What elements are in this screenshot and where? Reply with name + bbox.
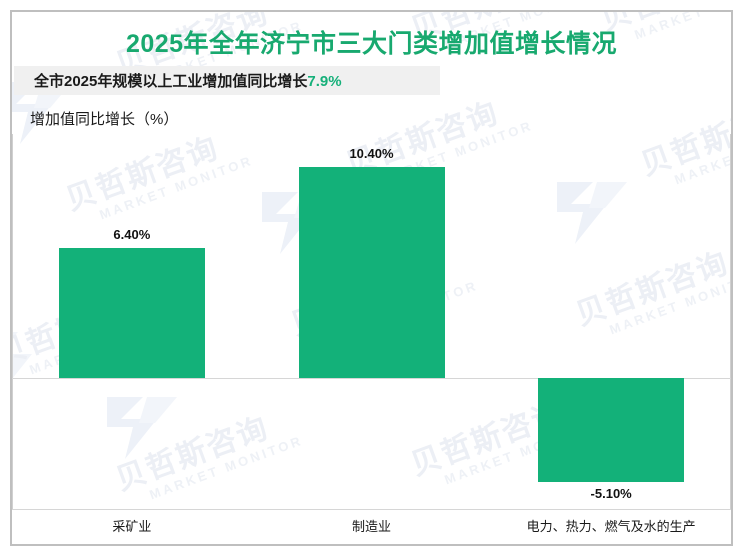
chart-title: 2025年全年济宁市三大门类增加值增长情况 [125,30,618,58]
subtitle-band [14,66,440,95]
bar-utilities[interactable] [538,377,685,482]
chart-border-frame [10,10,733,546]
bar-value-label: -5.10% [590,485,632,501]
axis-right-line [730,134,731,510]
category-label-utilities: 电力、热力、燃气及水的生产 [526,519,696,534]
axis-left-line [12,134,13,510]
bar-value-label: 10.40% [349,145,394,161]
zero-baseline [12,377,731,379]
bar-value-label: 6.40% [113,226,151,242]
subtitle-highlight-value: 7.9% [307,73,342,90]
axis-bottom-line [12,509,731,510]
y-axis-unit-label: 增加值同比增长（%） [30,111,179,128]
plot-area: 6.40% 10.40% -5.10% [12,134,731,510]
subtitle-prefix: 全市2025年规模以上工业增加值同比增长 [34,73,308,90]
bar-manufacturing[interactable] [298,166,445,378]
category-label-mining: 采矿业 [112,519,152,534]
bar-mining[interactable] [58,247,205,378]
chart-subtitle: 全市2025年规模以上工业增加值同比增长7.9% [34,70,342,91]
category-axis: 采矿业 制造业 电力、热力、燃气及水的生产 [12,512,731,544]
category-label-manufacturing: 制造业 [351,519,391,534]
